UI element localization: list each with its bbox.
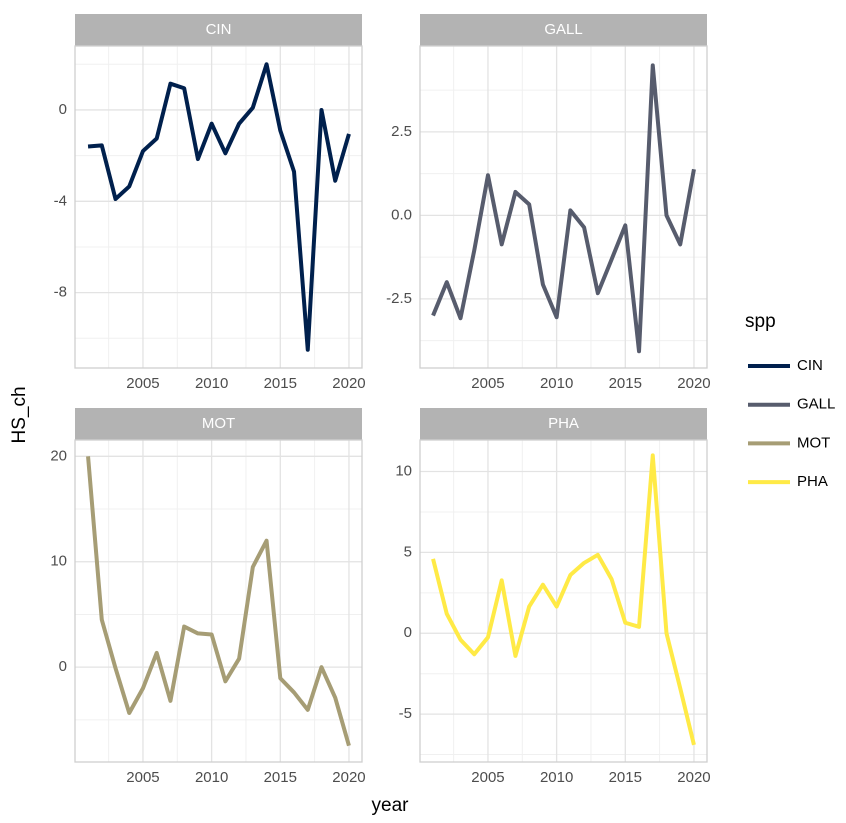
y-tick-label: -2.5 [386,290,412,307]
line [87,62,351,352]
line [431,453,696,746]
panel-border [419,439,708,763]
x-tick-label: 2020 [332,375,365,392]
x-tick-label: 2015 [609,769,642,786]
panel-border [419,45,708,369]
x-tick-label: 2005 [471,769,504,786]
y-axis-label: HS_ch [9,386,30,443]
strip-title: GALL [544,21,582,38]
x-tick-label: 2010 [540,769,573,786]
y-tick-label: 10 [50,553,67,570]
x-tick-label: 2005 [471,375,504,392]
panel-background [75,46,362,368]
strip-title: CIN [206,21,232,38]
line [431,63,696,354]
y-tick-label: -4 [54,192,67,209]
line [86,456,351,747]
y-tick-label: 0.0 [391,206,412,223]
x-tick-label: 2010 [540,375,573,392]
legend-label: MOT [797,434,830,451]
strip [75,14,362,46]
x-tick-label: 2015 [609,375,642,392]
x-tick-label: 2015 [264,375,297,392]
y-tick-label: 2.5 [391,123,412,140]
y-tick-label: 0 [404,624,412,641]
panel-border [74,45,363,369]
strip-title: PHA [548,415,579,432]
legend-label: GALL [797,396,835,413]
x-tick-label: 2015 [264,769,297,786]
strip-title: MOT [202,415,235,432]
x-tick-label: 2005 [126,769,159,786]
y-tick-label: 5 [404,543,412,560]
y-tick-label: 0 [59,101,67,118]
strip [420,408,707,440]
x-tick-label: 2010 [195,375,228,392]
y-tick-label: -5 [399,705,412,722]
legend-title: spp [745,311,776,332]
legend-label: CIN [797,357,823,374]
x-tick-label: 2020 [677,375,710,392]
strip [75,408,362,440]
panel-border [74,439,363,763]
y-tick-label: 20 [50,447,67,464]
x-tick-label: 2020 [677,769,710,786]
y-tick-label: 0 [59,658,67,675]
x-axis-label: year [372,795,410,816]
x-tick-label: 2020 [332,769,365,786]
x-tick-label: 2010 [195,769,228,786]
strip [420,14,707,46]
x-tick-label: 2005 [126,375,159,392]
panel-background [75,440,362,762]
y-tick-label: -8 [54,284,67,301]
legend-label: PHA [797,473,828,490]
y-tick-label: 10 [395,463,412,480]
